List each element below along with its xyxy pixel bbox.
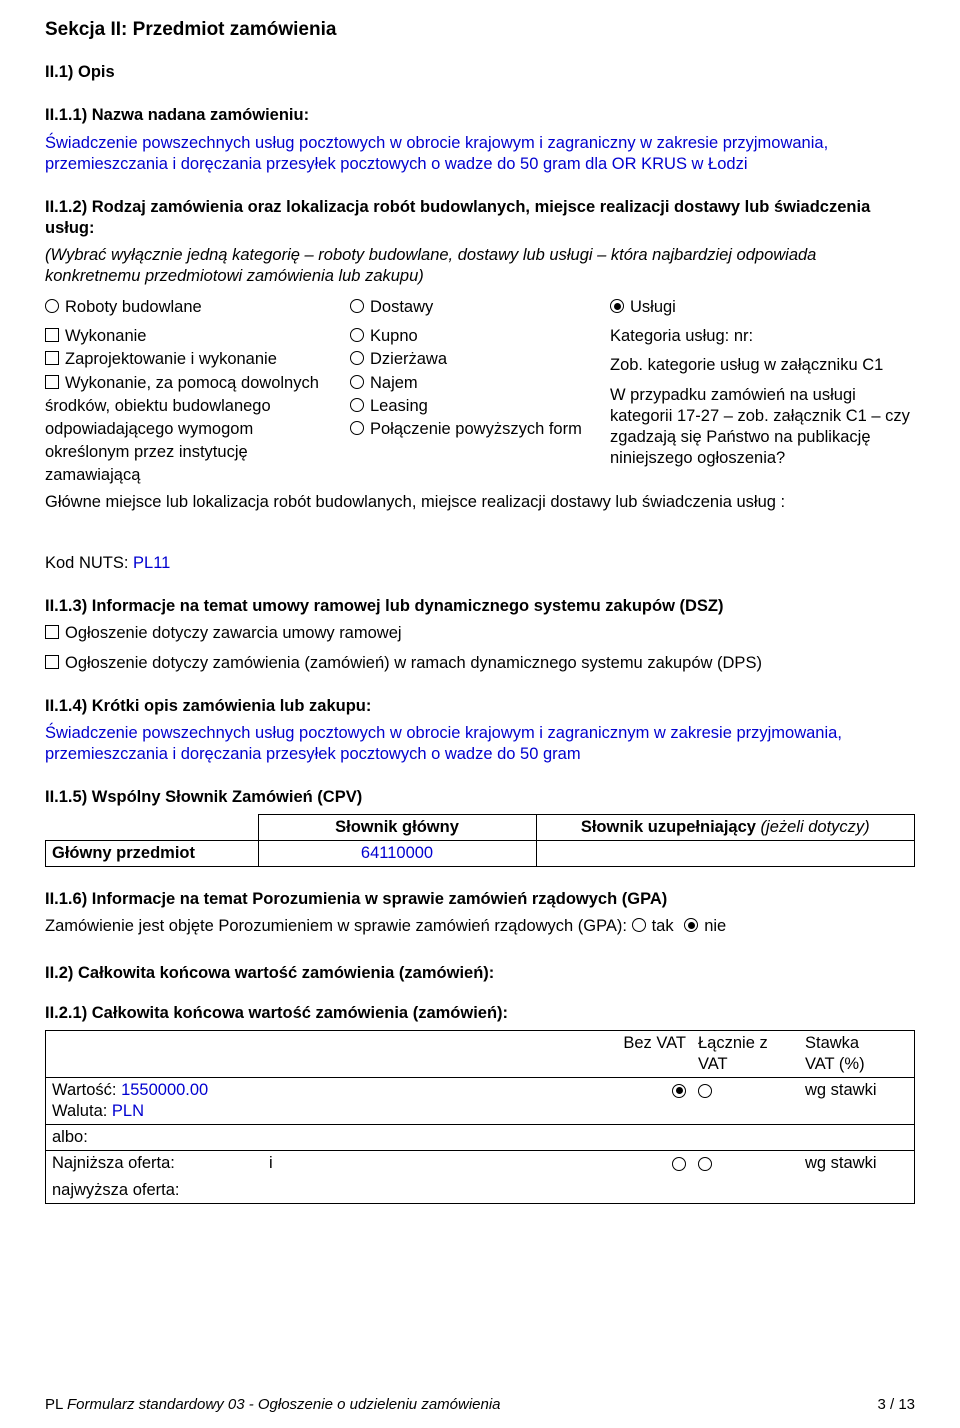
chk-zaprojektowanie[interactable]	[45, 351, 59, 365]
cpv-supp-value	[536, 841, 915, 867]
chk-dps[interactable]	[45, 655, 59, 669]
lbl-nie: nie	[704, 917, 726, 935]
sub-II-2-1: II.2.1) Całkowita końcowa wartość zamówi…	[45, 1003, 915, 1024]
radio-kupno[interactable]	[350, 328, 364, 342]
cpv-row-label: Główny przedmiot	[46, 841, 259, 867]
sub-II-1-6: II.1.6) Informacje na temat Porozumienia…	[45, 889, 915, 910]
col-uslugi: Kategoria usług: nr: Zob. kategorie usłu…	[610, 324, 915, 486]
label-uslugi: Usługi	[630, 298, 676, 316]
lbl-wykonanie: Wykonanie	[65, 327, 146, 345]
II-1-4-body: Świadczenie powszechnych usług pocztowyc…	[45, 723, 915, 765]
lbl-wyk-line3: odpowiadającego wymogom	[45, 420, 253, 438]
II-1-2-tail: Główne miejsce lub lokalizacja robót bud…	[45, 492, 915, 513]
cpv-main-value: 64110000	[258, 841, 536, 867]
kat-uslug-nr: Kategoria usług: nr:	[610, 326, 915, 347]
radio-roboty[interactable]	[45, 299, 59, 313]
sub-II-1-3: II.1.3) Informacje na temat umowy ramowe…	[45, 596, 915, 617]
zob-kat: Zob. kategorie usług w załączniku C1	[610, 355, 915, 376]
chk-wykonanie-srodki[interactable]	[45, 375, 59, 389]
sub-II-1: II.1) Opis	[45, 62, 915, 83]
h-bezvat: Bez VAT	[585, 1030, 692, 1077]
kat-17-27: W przypadku zamówień na usługi kategorii…	[610, 385, 915, 469]
radio-dostawy[interactable]	[350, 299, 364, 313]
row-najnizsza: Najniższa oferta:	[46, 1151, 264, 1179]
h-stawka: StawkaVAT (%)	[799, 1030, 915, 1077]
col-dostawy: Kupno Dzierżawa Najem Leasing Połączenie…	[350, 324, 610, 486]
nuts-row: Kod NUTS: PL11	[45, 553, 915, 574]
II-1-2-hint: (Wybrać wyłącznie jedną kategorię – robo…	[45, 245, 915, 287]
lbl-wyk-line1: Wykonanie, za pomocą dowolnych	[65, 374, 319, 392]
radio-najem[interactable]	[350, 375, 364, 389]
sub-II-2: II.2) Całkowita końcowa wartość zamówien…	[45, 963, 915, 984]
radio-uslugi[interactable]	[610, 299, 624, 313]
value-table: Bez VAT Łącznie zVAT StawkaVAT (%) Warto…	[45, 1030, 915, 1205]
radio-leasing[interactable]	[350, 398, 364, 412]
section-title: Sekcja II: Przedmiot zamówienia	[45, 18, 915, 42]
wg-stawki-2: wg stawki	[799, 1151, 915, 1179]
lbl-najem: Najem	[370, 374, 418, 392]
radio-dzierzawa[interactable]	[350, 351, 364, 365]
col-roboty: Wykonanie Zaprojektowanie i wykonanie Wy…	[45, 324, 350, 486]
II-1-1-body: Świadczenie powszechnych usług pocztowyc…	[45, 133, 915, 175]
label-roboty: Roboty budowlane	[65, 298, 202, 316]
cpv-col-supp: Słownik uzupełniający (jeżeli dotyczy)	[536, 815, 915, 841]
lbl-leasing: Leasing	[370, 397, 428, 415]
cpv-table: Słownik główny Słownik uzupełniający (je…	[45, 814, 915, 867]
footer-page: 3 / 13	[877, 1395, 915, 1414]
three-category-row: Roboty budowlane Dostawy Usługi	[45, 297, 915, 318]
sub-II-1-5: II.1.5) Wspólny Słownik Zamówień (CPV)	[45, 787, 915, 808]
row-najwyzsza: najwyższa oferta:	[46, 1178, 915, 1204]
row-i: i	[263, 1151, 585, 1179]
lbl-kupno: Kupno	[370, 327, 418, 345]
radio-bezvat-2[interactable]	[672, 1157, 686, 1171]
radio-laczvat-2[interactable]	[698, 1157, 712, 1171]
lbl-wyk-line2: środków, obiektu budowlanego	[45, 397, 271, 415]
sub-II-1-1: II.1.1) Nazwa nadana zamówieniu:	[45, 105, 915, 126]
sub-II-1-4: II.1.4) Krótki opis zamówienia lub zakup…	[45, 696, 915, 717]
nuts-value: PL11	[133, 554, 170, 572]
sub-II-1-2: II.1.2) Rodzaj zamówienia oraz lokalizac…	[45, 197, 915, 239]
radio-polaczenie[interactable]	[350, 421, 364, 435]
lbl-polaczenie: Połączenie powyższych form	[370, 420, 582, 438]
radio-gpa-tak[interactable]	[632, 918, 646, 932]
lbl-zaprojektowanie: Zaprojektowanie i wykonanie	[65, 350, 277, 368]
row-albo: albo:	[46, 1125, 915, 1151]
footer-form: Formularz standardowy 03 - Ogłoszenie o …	[67, 1396, 501, 1413]
lbl-tak: tak	[652, 917, 674, 935]
lbl-wyk-line4: określonym przez instytucję	[45, 443, 248, 461]
radio-laczvat-1[interactable]	[698, 1084, 712, 1098]
lbl-umowa-ramowa: Ogłoszenie dotyczy zawarcia umowy ramowe…	[65, 624, 402, 642]
chk-umowa-ramowa[interactable]	[45, 625, 59, 639]
nuts-label: Kod NUTS:	[45, 554, 133, 572]
cpv-col-main: Słownik główny	[258, 815, 536, 841]
radio-gpa-nie[interactable]	[684, 918, 698, 932]
lbl-dps: Ogłoszenie dotyczy zamówienia (zamówień)…	[65, 654, 762, 672]
lbl-dzierzawa: Dzierżawa	[370, 350, 447, 368]
II-1-6-body: Zamówienie jest objęte Porozumieniem w s…	[45, 916, 915, 937]
page-footer: PL Formularz standardowy 03 - Ogłoszenie…	[45, 1395, 915, 1414]
radio-bezvat-1[interactable]	[672, 1084, 686, 1098]
lbl-wyk-line5: zamawiającą	[45, 466, 140, 484]
footer-pl: PL	[45, 1396, 67, 1413]
wg-stawki-1: wg stawki	[799, 1077, 915, 1124]
chk-wykonanie[interactable]	[45, 328, 59, 342]
label-dostawy: Dostawy	[370, 298, 433, 316]
h-laczvat: Łącznie zVAT	[692, 1030, 799, 1077]
row-wartosc: Wartość: 1550000.00 Waluta: PLN	[46, 1077, 586, 1124]
